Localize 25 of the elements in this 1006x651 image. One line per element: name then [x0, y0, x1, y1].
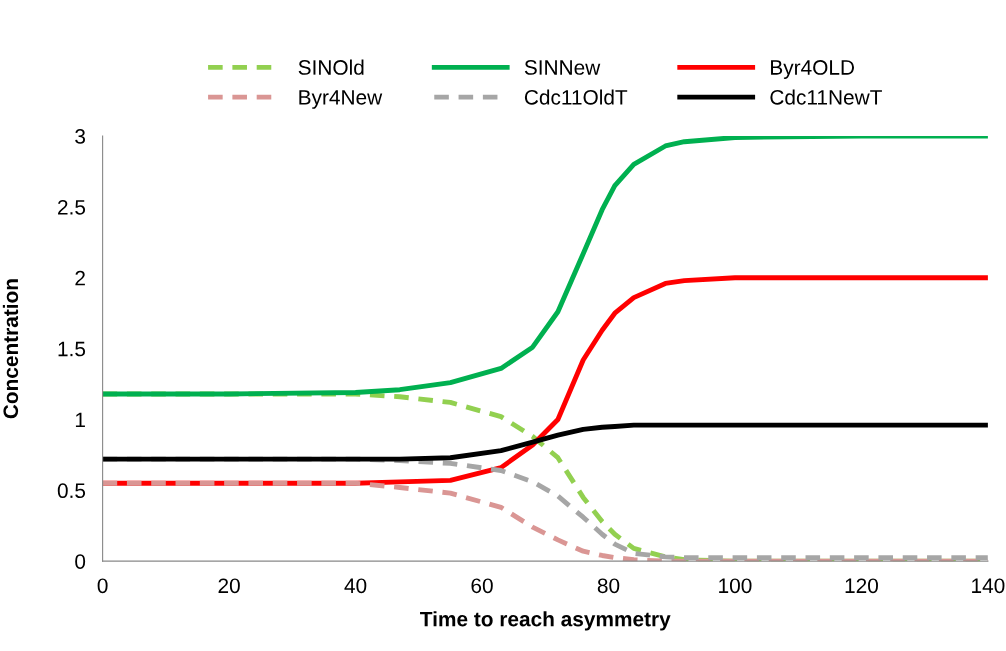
x-tick-label: 80 [597, 578, 620, 594]
x-tick-label: 140 [972, 578, 1005, 594]
legend-label: Cdc11OldT [524, 89, 628, 105]
legend-label: Byr4New [299, 90, 383, 109]
y-tick-label: 3 [75, 129, 86, 144]
line-series [102, 136, 988, 397]
x-tick-label: 100 [719, 578, 752, 594]
x-tick-label: 0 [97, 578, 108, 594]
legend-label: SINNew [524, 60, 601, 75]
legend-label: Cdc11NewT [770, 89, 882, 105]
legend-label: SINOld [298, 59, 364, 75]
line-series [102, 422, 988, 462]
x-tick-label: 40 [344, 578, 367, 594]
y-tick-label: 2 [75, 270, 85, 286]
y-tick-label: 0 [75, 554, 86, 569]
y-tick-label: 0.5 [57, 483, 86, 499]
y-tick-label: 1 [75, 412, 85, 428]
y-tick-label: 2.5 [58, 199, 86, 215]
x-tick-label: 120 [845, 578, 878, 594]
x-tick-label: 60 [471, 578, 493, 594]
x-tick-label: 20 [218, 578, 240, 594]
legend-label: Byr4OLD [771, 60, 855, 79]
x-axis-title: Time to reach asymmetry [420, 611, 671, 631]
y-tick-label: 1.5 [58, 341, 86, 357]
y-axis-title: Concentration [2, 279, 19, 419]
